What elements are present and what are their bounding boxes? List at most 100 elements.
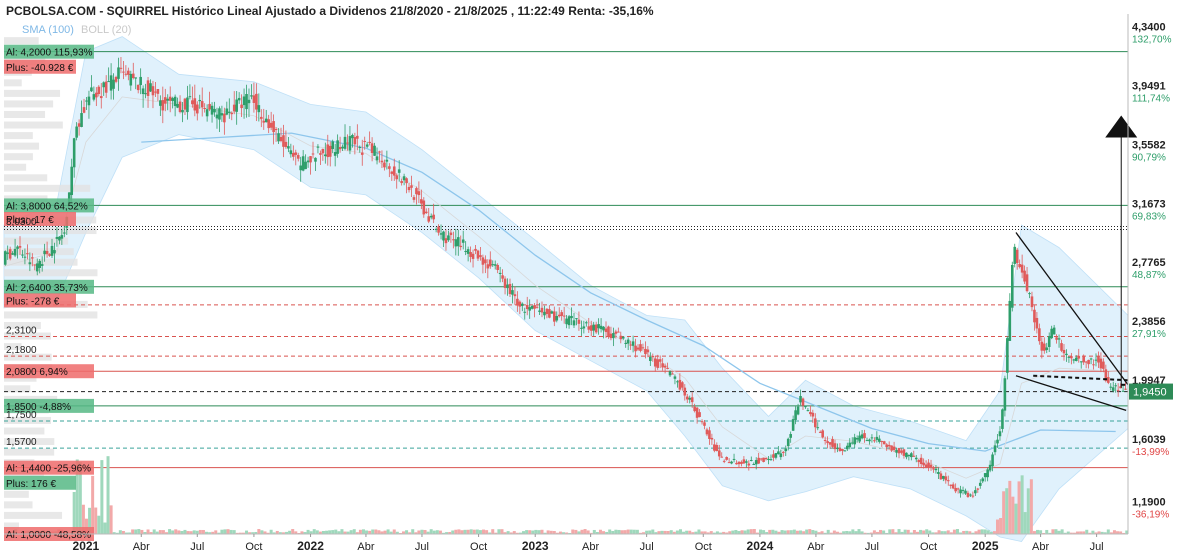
volume-bar [97,515,101,534]
candle [1020,264,1024,273]
candle [1018,264,1021,268]
volume-bar [288,530,292,534]
volume-bar [392,529,396,534]
volume-bar [238,532,242,534]
candle [621,336,625,339]
candle [646,349,650,353]
level-label: 1,7500 [6,410,37,421]
volume-profile-bar [4,110,46,118]
volume-bar [442,532,446,534]
candle [102,82,106,88]
volume-bar [303,532,307,534]
candle [1047,336,1051,347]
candle [934,468,938,471]
volume-bar [842,531,846,534]
candle [1010,264,1014,308]
candle [284,141,288,148]
volume-bar [306,529,310,534]
volume-bar [386,529,390,534]
candle [1065,353,1068,356]
volume-bar [1060,529,1064,534]
candle [624,342,628,345]
candle [713,444,716,451]
candle [343,136,347,149]
candle [360,152,364,155]
candle [26,253,29,255]
volume-bar [251,532,255,534]
volume-bar [897,529,901,534]
candle [954,487,957,492]
candle [1025,274,1029,292]
candle [794,410,797,420]
candle [806,410,810,412]
candle [685,396,689,400]
candle [932,468,935,470]
volume-bar [361,529,365,534]
volume-profile-bar [4,385,31,393]
candle [129,73,133,86]
volume-profile-bar [4,269,98,277]
volume-bar [980,529,984,534]
legend-sma[interactable]: SMA (100) [22,24,74,36]
volume-bar [611,531,615,534]
annotations [1015,115,1138,412]
volume-bar [1026,488,1030,534]
bollinger-band [3,36,1129,542]
volume-bar [1103,532,1107,534]
volume-bar [352,529,356,534]
volume-bar [1072,532,1076,534]
volume-bar [783,530,787,534]
candle [599,325,603,330]
candle [651,355,655,358]
volume-bar [432,530,436,534]
candle [188,96,192,98]
volume-bar [531,530,535,534]
volume-bar [602,531,606,534]
candle [1102,361,1105,369]
candle [124,73,128,75]
candle [491,264,495,266]
candle [715,444,719,452]
volume-bar [943,531,947,534]
candle [907,454,911,457]
volume-bar [134,529,138,534]
volume-bar [786,530,790,534]
candle [432,214,435,220]
candle [486,264,490,269]
volume-profile-bar [4,448,55,456]
volume-bar [232,530,236,534]
candle [506,284,509,289]
volume-bar [112,532,116,534]
candle [1035,317,1039,329]
volume-bar [983,529,987,534]
candle [299,165,302,171]
candle [227,111,231,113]
candle [639,344,642,351]
candle [422,200,426,215]
candle [338,147,342,150]
candle [518,301,522,307]
candle [328,145,332,157]
volume-bar [617,529,621,534]
candle [218,108,221,120]
volume-bar [401,531,405,534]
volume-bar [78,462,82,534]
candle [452,239,455,241]
candle [358,147,362,149]
volume-bar [140,529,144,534]
candle [1062,349,1066,354]
candle [474,248,477,251]
candle [208,103,211,110]
legend-boll[interactable]: BOLL (20) [81,24,132,36]
candle [905,452,908,458]
x-tick-label: 2023 [522,539,549,553]
volume-bar [959,532,963,534]
sma-line [141,132,1116,452]
candle [649,356,652,361]
candle [961,489,965,491]
x-tick-label: Abr [133,541,150,553]
x-tick-label: Abr [1032,541,1049,553]
volume-bar [309,531,313,534]
volume-bar [906,529,910,534]
